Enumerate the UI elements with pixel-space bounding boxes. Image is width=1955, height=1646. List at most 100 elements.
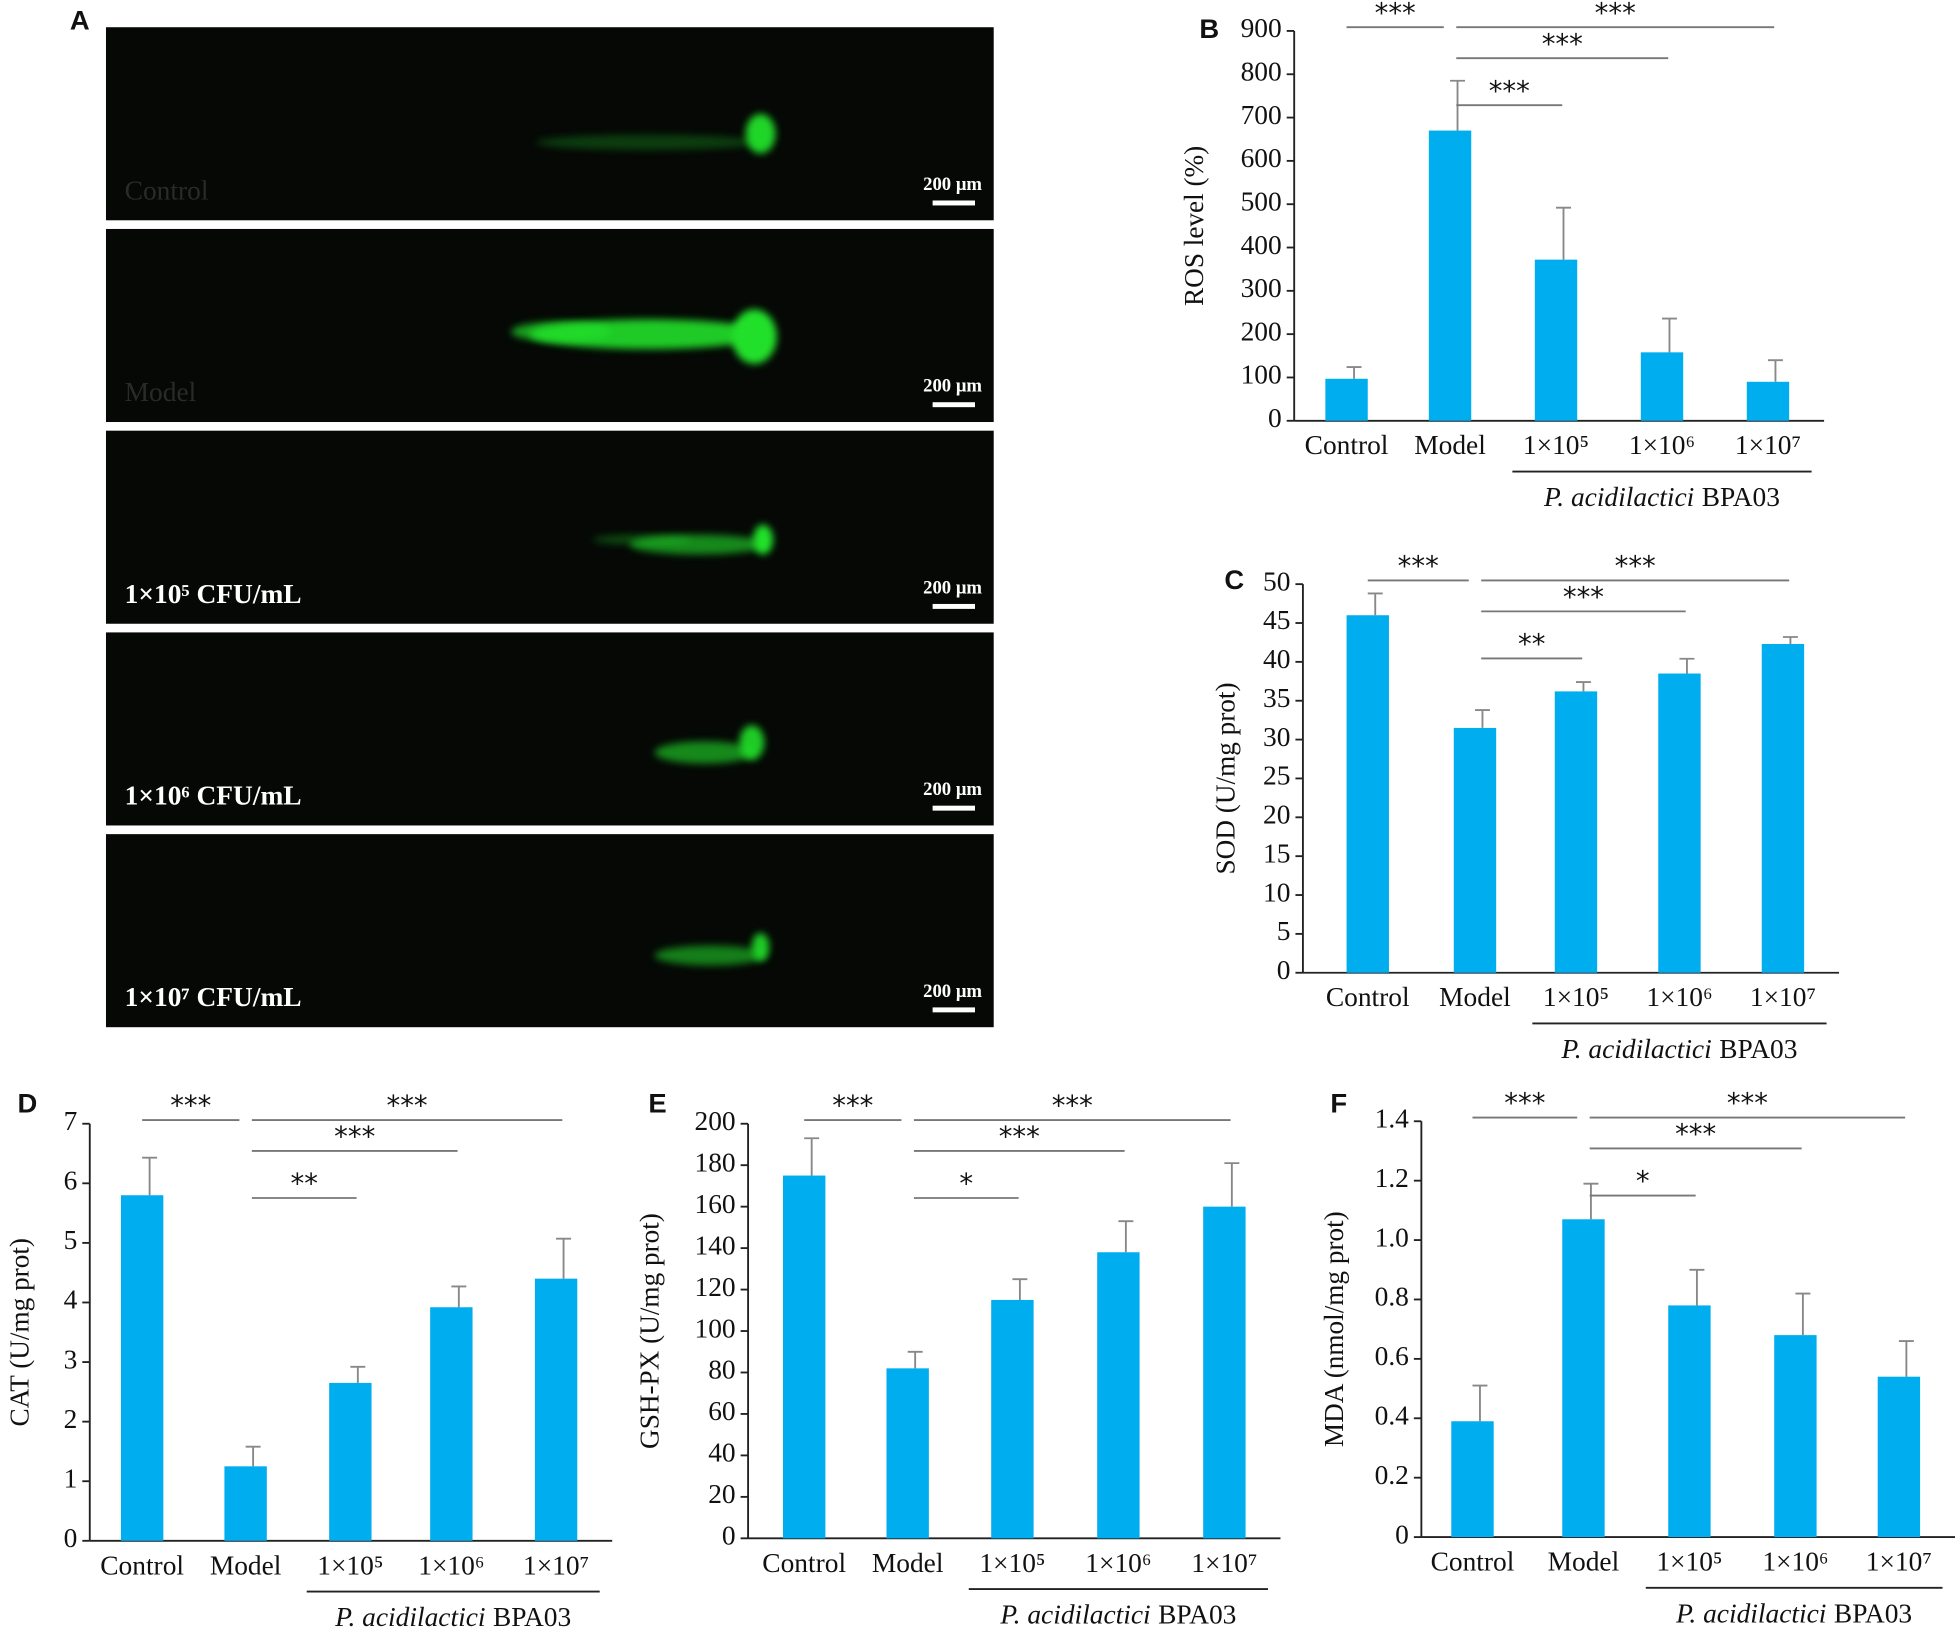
error-bar (556, 1237, 572, 1279)
y-tick-label: 100 (694, 1313, 735, 1343)
y-tick-label: 7 (64, 1106, 78, 1136)
x-tick-label: Control (1326, 982, 1410, 1012)
bar (430, 1307, 473, 1541)
group-label: P. acidilactici BPA03 (1675, 1599, 1912, 1629)
scale-bar (932, 603, 976, 609)
bar (1877, 1376, 1921, 1538)
y-tick-label: 40 (1263, 644, 1290, 674)
error-bar (350, 1365, 366, 1383)
x-tick-label: 1×10⁷ (1191, 1548, 1257, 1578)
x-tick-label: 1×10⁶ (1629, 430, 1695, 460)
group-species: P. acidilactici (1560, 1034, 1711, 1064)
x-tick-label: 1×10⁶ (1762, 1547, 1828, 1577)
significance-label: *** (1542, 29, 1583, 60)
bar (534, 1278, 578, 1541)
y-tick-label: 0.6 (1375, 1341, 1409, 1371)
scale-bar (932, 805, 976, 811)
error-bar (1689, 1268, 1705, 1306)
x-tick-label: 1×10⁷ (1866, 1547, 1932, 1577)
error-bar (245, 1445, 261, 1467)
scale-bar (932, 1007, 976, 1013)
y-axis-label: MDA (nmol/mg prot) (1319, 1211, 1349, 1447)
significance-label: *** (1504, 1089, 1545, 1120)
y-tick-label: 25 (1263, 761, 1290, 791)
bar (1640, 352, 1684, 421)
x-tick-label: 1×10⁶ (1646, 982, 1712, 1012)
y-axis-label: SOD (U/mg prot) (1210, 682, 1240, 874)
image-frame (105, 27, 994, 221)
y-tick-label: 500 (1241, 187, 1282, 217)
y-tick-label: 6 (64, 1166, 78, 1196)
error-bar (1782, 636, 1798, 644)
error-bar (1795, 1292, 1811, 1336)
x-tick-label: Model (210, 1550, 282, 1580)
bar (1774, 1335, 1817, 1538)
error-bar (1556, 206, 1571, 260)
x-tick-label: 1×10⁵ (1523, 430, 1589, 460)
scale-bar (932, 402, 976, 408)
error-bar (1472, 1384, 1488, 1422)
y-tick-label: 1 (64, 1464, 78, 1494)
panel-letter: E (648, 1087, 666, 1118)
error-bar (1474, 709, 1490, 728)
y-tick-label: 40 (708, 1438, 735, 1468)
group-label: P. acidilactici BPA03 (334, 1602, 571, 1632)
significance-label: *** (1675, 1120, 1716, 1151)
bar (1453, 727, 1497, 973)
panel-letter: D (17, 1087, 37, 1118)
error-bar (1367, 592, 1383, 616)
y-tick-label: 0 (1277, 955, 1291, 985)
group-species: P. acidilactici (1675, 1599, 1826, 1629)
y-tick-label: 5 (1277, 916, 1291, 946)
y-tick-label: 4 (64, 1285, 78, 1315)
y-tick-label: 1.0 (1375, 1222, 1409, 1252)
y-tick-label: 20 (1263, 800, 1290, 830)
x-tick-label: 1×10⁶ (418, 1550, 484, 1580)
fluorescence (654, 741, 755, 764)
significance-label: * (1636, 1167, 1650, 1198)
y-tick-label: 45 (1263, 605, 1290, 635)
group-label: P. acidilactici BPA03 (1543, 482, 1780, 512)
bar (329, 1382, 372, 1541)
bar (1428, 130, 1472, 421)
significance-label: *** (1489, 76, 1530, 107)
group-species: P. acidilactici (334, 1602, 485, 1632)
x-tick-label: 1×10⁶ (1085, 1548, 1151, 1578)
x-tick-label: 1×10⁷ (1750, 982, 1816, 1012)
scale-bar-label: 200 μm (923, 376, 982, 397)
bar (1097, 1252, 1140, 1539)
significance-label: *** (387, 1091, 428, 1122)
x-tick-label: 1×10⁵ (1543, 982, 1609, 1012)
image-frame (105, 632, 994, 826)
significance-label: *** (999, 1122, 1040, 1153)
error-bar (1012, 1278, 1028, 1300)
error-bar (1679, 657, 1695, 674)
x-tick-label: Control (1431, 1547, 1515, 1577)
significance-label: *** (1052, 1091, 1093, 1122)
bar (1554, 691, 1598, 973)
image-label: 1×10⁶ CFU/mL (125, 781, 302, 811)
significance-label: *** (1375, 0, 1416, 29)
bar (1203, 1206, 1246, 1539)
bar (886, 1368, 929, 1539)
y-tick-label: 60 (708, 1396, 735, 1426)
image-label: Control (125, 175, 209, 205)
error-bar (451, 1285, 467, 1308)
panel-letter: B (1199, 13, 1219, 44)
fluorescence (511, 321, 611, 342)
group-strain: BPA03 (1702, 482, 1780, 512)
x-tick-label: 1×10⁵ (979, 1548, 1045, 1578)
x-tick-label: 1×10⁷ (1735, 430, 1801, 460)
bar (120, 1195, 164, 1541)
x-tick-label: Model (872, 1548, 944, 1578)
bar (1746, 381, 1790, 421)
y-axis-label: CAT (U/mg prot) (5, 1238, 35, 1426)
y-tick-label: 120 (694, 1272, 735, 1302)
error-bar (1118, 1220, 1134, 1253)
error-bar (142, 1156, 158, 1196)
error-bar (1575, 681, 1591, 692)
y-tick-label: 140 (694, 1230, 735, 1260)
bar (1534, 259, 1578, 421)
group-strain: BPA03 (493, 1602, 571, 1632)
